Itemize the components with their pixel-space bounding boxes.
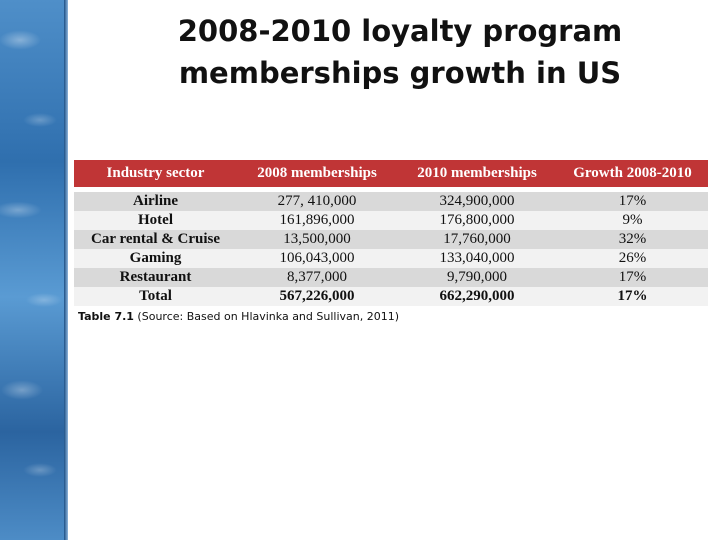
table-row: Car rental & Cruise 13,500,000 17,760,00… <box>74 230 708 249</box>
cell-2008: 567,226,000 <box>237 287 397 306</box>
cell-sector: Airline <box>74 192 237 211</box>
cell-growth: 17% <box>557 192 708 211</box>
memberships-table: Industry sector 2008 memberships 2010 me… <box>74 160 708 306</box>
cell-growth: 17% <box>557 287 708 306</box>
column-header-2008: 2008 memberships <box>237 160 397 187</box>
table-row: Restaurant 8,377,000 9,790,000 17% <box>74 268 708 287</box>
decorative-side-strip <box>0 0 64 540</box>
memberships-table-container: Industry sector 2008 memberships 2010 me… <box>74 160 708 306</box>
cell-growth: 32% <box>557 230 708 249</box>
column-header-2010: 2010 memberships <box>397 160 557 187</box>
slide-title-line-1: 2008-2010 loyalty program <box>177 14 623 48</box>
cell-2010: 133,040,000 <box>397 249 557 268</box>
cell-2008: 8,377,000 <box>237 268 397 287</box>
cell-2010: 324,900,000 <box>397 192 557 211</box>
cell-2010: 17,760,000 <box>397 230 557 249</box>
cell-sector: Hotel <box>74 211 237 230</box>
caption-text: (Source: Based on Hlavinka and Sullivan,… <box>133 310 400 323</box>
cell-2008: 161,896,000 <box>237 211 397 230</box>
cell-sector: Total <box>74 287 237 306</box>
cell-2010: 9,790,000 <box>397 268 557 287</box>
column-header-sector: Industry sector <box>74 160 237 187</box>
table-row-total: Total 567,226,000 662,290,000 17% <box>74 287 708 306</box>
cell-sector: Gaming <box>74 249 237 268</box>
cell-2010: 662,290,000 <box>397 287 557 306</box>
side-strip-edge <box>64 0 68 540</box>
caption-label: Table 7.1 <box>78 310 134 323</box>
table-row: Hotel 161,896,000 176,800,000 9% <box>74 211 708 230</box>
cell-2010: 176,800,000 <box>397 211 557 230</box>
table-caption: Table 7.1 (Source: Based on Hlavinka and… <box>78 310 399 323</box>
cell-growth: 17% <box>557 268 708 287</box>
cell-growth: 9% <box>557 211 708 230</box>
slide-title: 2008-2010 loyalty program memberships gr… <box>100 10 700 94</box>
table-row: Gaming 106,043,000 133,040,000 26% <box>74 249 708 268</box>
cell-sector: Car rental & Cruise <box>74 230 237 249</box>
cell-sector: Restaurant <box>74 268 237 287</box>
cell-2008: 13,500,000 <box>237 230 397 249</box>
table-header-row: Industry sector 2008 memberships 2010 me… <box>74 160 708 187</box>
table-row: Airline 277, 410,000 324,900,000 17% <box>74 192 708 211</box>
cell-growth: 26% <box>557 249 708 268</box>
column-header-growth: Growth 2008-2010 <box>557 160 708 187</box>
cell-2008: 277, 410,000 <box>237 192 397 211</box>
header-gap <box>74 187 708 192</box>
slide-title-line-2: memberships growth in US <box>178 56 622 90</box>
cell-2008: 106,043,000 <box>237 249 397 268</box>
